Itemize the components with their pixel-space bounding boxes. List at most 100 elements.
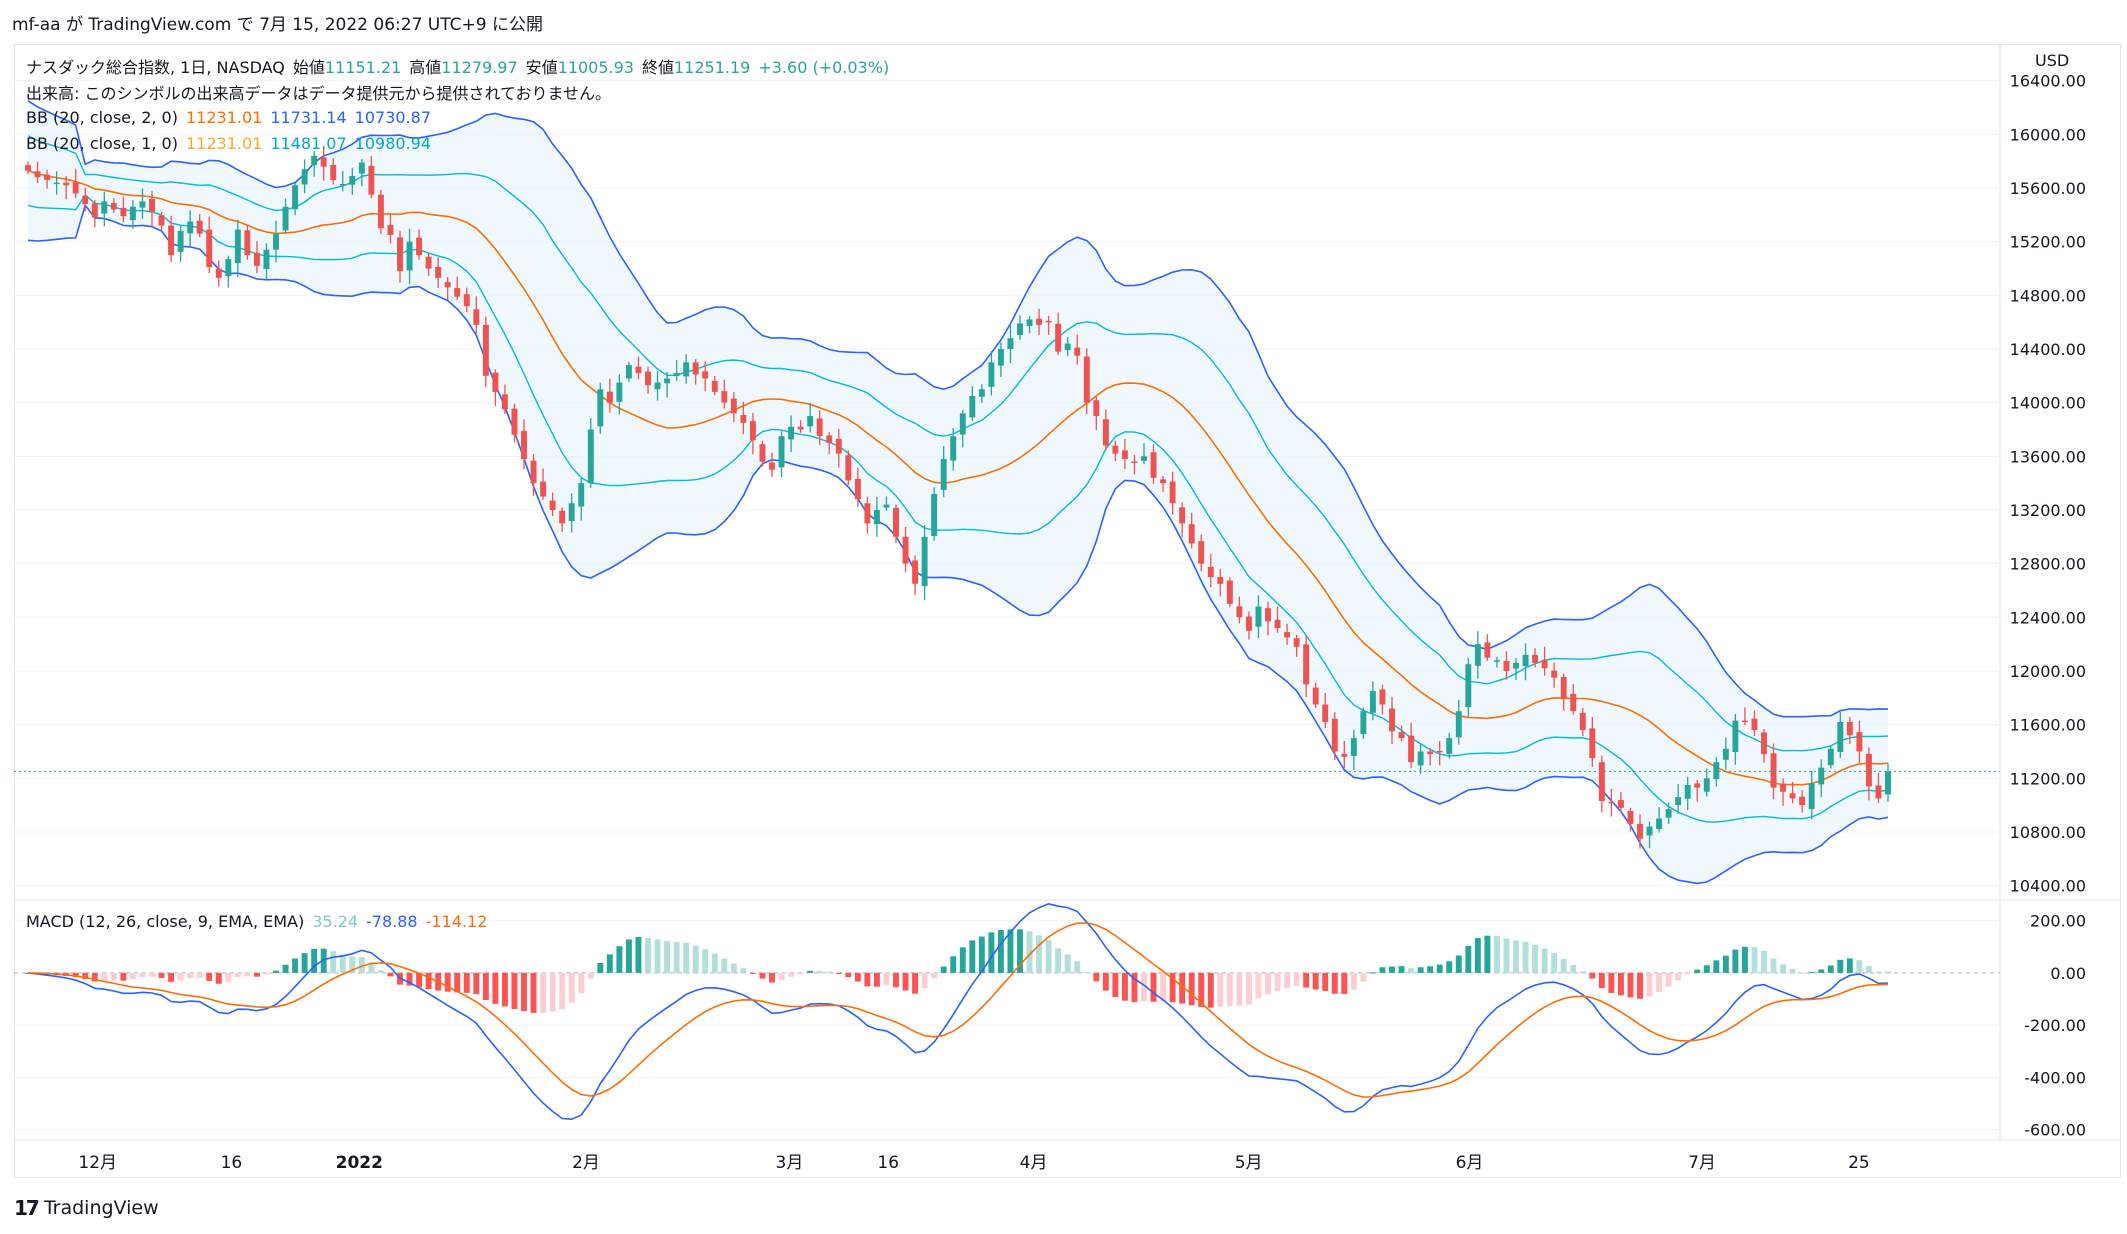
macd-histogram-bar — [301, 953, 308, 973]
macd-histogram-bar — [1741, 946, 1748, 973]
macd-histogram-bar — [1513, 940, 1519, 973]
candle-body — [82, 195, 89, 205]
candle-body — [931, 493, 938, 537]
macd-histogram-bar — [654, 939, 661, 973]
candle-body — [91, 203, 98, 218]
macd-histogram-bar — [1732, 949, 1739, 973]
candle-body — [158, 215, 165, 226]
macd-histogram-bar — [559, 972, 566, 1010]
bb1-lower-line — [27, 193, 1889, 823]
price-tick-label: 11200.00 — [2010, 769, 2086, 788]
macd-histogram-bar — [1827, 965, 1834, 973]
candle-body — [969, 395, 976, 418]
macd-histogram-bar — [1646, 972, 1653, 997]
candle-body — [740, 414, 747, 423]
price-tick-label: 13600.00 — [2010, 447, 2086, 466]
candle-body — [435, 266, 442, 278]
macd-histogram-bar — [845, 972, 852, 978]
macd-histogram-bar — [225, 972, 232, 983]
candle-body — [1780, 783, 1787, 792]
price-tick-label: 16000.00 — [2010, 125, 2086, 144]
macd-histogram-bar — [721, 958, 728, 973]
macd-histogram-bar — [1608, 972, 1615, 993]
candle-body — [1474, 644, 1481, 666]
candle-body — [1217, 577, 1224, 584]
candle-body — [1045, 320, 1052, 323]
candle-body — [149, 199, 155, 213]
bb1-label: BB (20, close, 1, 0) — [26, 134, 178, 153]
candle-body — [234, 229, 241, 264]
legend-bb1: BB (20, close, 1, 0) 11231.01 11481.07 1098… — [26, 134, 439, 153]
candle-body — [950, 436, 957, 461]
macd-tick-label: 0.00 — [2050, 964, 2086, 983]
macd-histogram-bar — [807, 970, 814, 973]
macd-tick-label: -600.00 — [2024, 1121, 2086, 1140]
candle-body — [34, 171, 41, 178]
macd-histogram-bar — [683, 942, 690, 973]
candle-body — [425, 256, 432, 269]
candle-body — [1017, 323, 1023, 336]
macd-histogram-bar — [339, 954, 346, 973]
bb2-label: BB (20, close, 2, 0) — [26, 108, 178, 127]
macd-histogram-bar — [158, 972, 165, 978]
macd-histogram-bar — [826, 971, 833, 973]
macd-histogram-bar — [187, 972, 194, 979]
tradingview-footer[interactable]: 17 TradingView — [14, 1196, 159, 1220]
candle-body — [1245, 616, 1252, 631]
macd-histogram-bar — [215, 972, 222, 984]
macd-histogram-bar — [1341, 972, 1348, 995]
price-tick-label: 12400.00 — [2010, 608, 2086, 627]
candle-body — [501, 394, 508, 410]
candle-body — [1408, 735, 1415, 763]
candle-body — [1637, 823, 1643, 839]
macd-histogram-bar — [454, 972, 461, 993]
candle-body — [873, 509, 880, 525]
price-tick-label: 14000.00 — [2010, 394, 2086, 413]
low-value: 11005.93 — [557, 58, 634, 77]
macd-histogram-bar — [1436, 964, 1443, 973]
change-value: +3.60 (+0.03%) — [758, 58, 890, 77]
macd-histogram-bar — [606, 954, 613, 973]
macd-histogram-bar — [425, 972, 432, 990]
macd-histogram-bar — [625, 939, 632, 973]
candle-body — [1617, 800, 1624, 808]
bb2-upper-line — [27, 100, 1889, 718]
candle-body — [826, 435, 833, 443]
candle-body — [1703, 778, 1710, 792]
candle-body — [1141, 456, 1147, 461]
macd-histogram-bar — [549, 972, 556, 1012]
macd-histogram-bar — [730, 963, 737, 973]
candle-body — [645, 371, 651, 386]
macd-histogram-bar — [387, 972, 394, 977]
macd-histogram-bar — [282, 964, 289, 973]
macd-histogram-bar — [1226, 972, 1233, 1007]
candle-body — [883, 504, 890, 508]
macd-histogram-bar — [72, 972, 79, 978]
macd-histogram-bar — [1360, 972, 1367, 982]
macd-histogram-bar — [769, 972, 775, 983]
macd-histogram-bar — [540, 972, 547, 1013]
macd-histogram-bar — [1408, 968, 1415, 973]
candle-body — [1341, 753, 1348, 757]
candle-body — [282, 206, 289, 231]
candle-body — [168, 225, 175, 256]
candle-body — [1799, 796, 1806, 806]
candle-body — [358, 162, 365, 174]
macd-histogram-bar — [1503, 938, 1510, 973]
macd-histogram-bar — [749, 972, 756, 974]
candle-body — [177, 230, 184, 252]
macd-pane — [14, 902, 2000, 1121]
macd-histogram-bar — [1474, 938, 1481, 973]
candle-body — [129, 206, 136, 221]
candle-body — [1207, 566, 1214, 578]
macd-histogram-bar — [1284, 972, 1291, 989]
macd-histogram-bar — [1350, 972, 1357, 990]
candlestick-series — [14, 146, 2000, 849]
candle-body — [845, 455, 852, 481]
macd-histogram-bar — [1217, 972, 1224, 1007]
macd-histogram-bar — [1398, 966, 1405, 973]
macd-histogram-bar — [129, 972, 136, 980]
macd-histogram-bar — [1265, 972, 1271, 995]
candle-body — [1074, 347, 1081, 356]
